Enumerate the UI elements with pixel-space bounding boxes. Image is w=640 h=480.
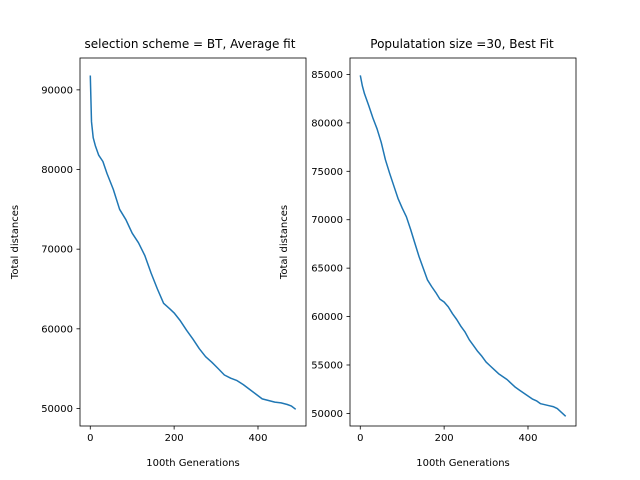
left-chart-title: selection scheme = BT, Average fit xyxy=(85,37,296,51)
right-x-axis-label: 100th Generations xyxy=(416,458,510,469)
right-plot-area: 0 200 400 50000 55000 60000 65000 70000 75000 800… xyxy=(311,57,577,444)
left-y-axis-label: Total distances xyxy=(10,205,21,280)
right-series-line-0 xyxy=(359,75,567,417)
left-y-tick-label: 50000 xyxy=(41,404,73,415)
left-y-tick-label: 70000 xyxy=(41,245,73,256)
right-y-tick-label: 75000 xyxy=(311,167,343,178)
left-series-line-0 xyxy=(89,75,297,410)
right-x-tick-label: 400 xyxy=(518,433,537,444)
right-y-tick-label: 50000 xyxy=(311,409,343,420)
right-x-tick-label: 0 xyxy=(357,433,363,444)
left-x-tick-label: 200 xyxy=(165,433,184,444)
left-axes-frame xyxy=(79,57,307,427)
left-y-tick-label: 90000 xyxy=(41,85,73,96)
right-y-tick-label: 55000 xyxy=(311,360,343,371)
right-chart-title: Populatation size =30, Best Fit xyxy=(370,37,554,51)
left-plot-area: 0 200 400 50000 60000 70000 80000 90000 xyxy=(41,57,307,444)
left-subplot: 0 200 400 50000 60000 70000 80000 90000 selecti… xyxy=(10,37,307,469)
left-y-tick-label: 60000 xyxy=(41,324,73,335)
right-x-tick-label: 200 xyxy=(435,433,454,444)
right-y-tick-label: 70000 xyxy=(311,215,343,226)
right-y-tick-label: 80000 xyxy=(311,118,343,129)
left-y-tick-label: 80000 xyxy=(41,165,73,176)
right-y-axis-label: Total distances xyxy=(279,205,290,280)
right-axes-frame xyxy=(349,57,577,427)
left-x-tick-label: 400 xyxy=(248,433,267,444)
right-y-tick-label: 65000 xyxy=(311,264,343,275)
right-y-tick-label: 85000 xyxy=(311,70,343,81)
left-x-axis-label: 100th Generations xyxy=(146,458,240,469)
right-subplot: 0 200 400 50000 55000 60000 65000 70000 75000 800… xyxy=(279,37,577,469)
left-x-tick-label: 0 xyxy=(87,433,93,444)
right-y-tick-label: 60000 xyxy=(311,312,343,323)
